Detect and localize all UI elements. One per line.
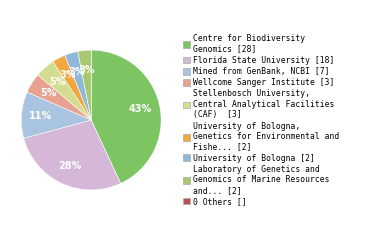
Wedge shape <box>24 120 121 190</box>
Legend: Centre for Biodiversity
Genomics [28], Florida State University [18], Mined from: Centre for Biodiversity Genomics [28], F… <box>183 34 339 206</box>
Wedge shape <box>53 55 91 120</box>
Wedge shape <box>38 61 91 120</box>
Text: 3%: 3% <box>68 67 85 77</box>
Text: 3%: 3% <box>60 70 76 80</box>
Wedge shape <box>21 92 91 138</box>
Text: 3%: 3% <box>78 65 95 75</box>
Text: 43%: 43% <box>129 104 152 114</box>
Wedge shape <box>27 75 91 120</box>
Text: 5%: 5% <box>40 88 57 98</box>
Wedge shape <box>78 50 91 120</box>
Text: 28%: 28% <box>58 161 82 171</box>
Text: 5%: 5% <box>49 77 66 87</box>
Text: 11%: 11% <box>29 111 52 121</box>
Wedge shape <box>65 51 91 120</box>
Wedge shape <box>91 50 161 183</box>
